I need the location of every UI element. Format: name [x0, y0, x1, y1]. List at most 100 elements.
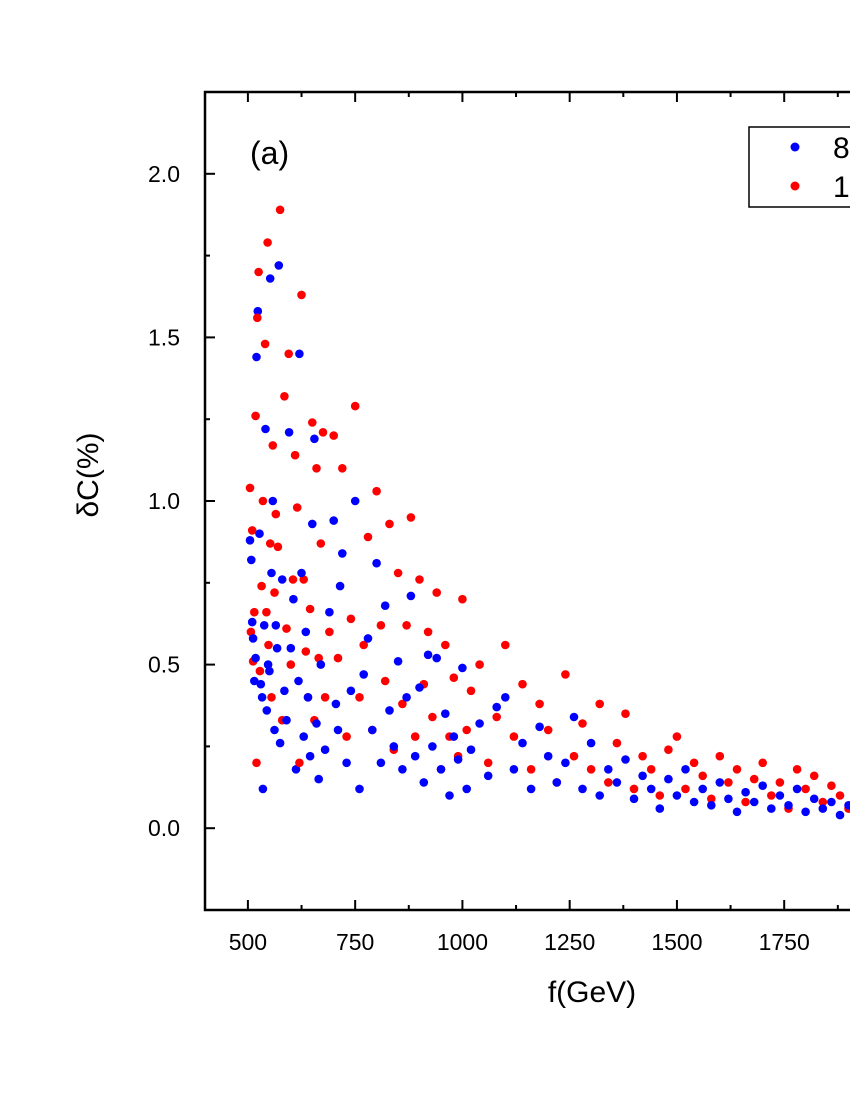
data-point-series-1 — [274, 261, 284, 270]
data-point-series-1 — [483, 771, 493, 781]
data-point-series-2 — [586, 765, 596, 774]
data-point-series-1 — [689, 797, 699, 807]
data-point-series-1 — [604, 765, 613, 774]
data-point-series-1 — [398, 765, 407, 774]
data-point-series-1 — [385, 706, 394, 715]
data-point-series-2 — [284, 349, 294, 359]
data-point-series-2 — [681, 784, 690, 794]
data-point-series-2 — [342, 732, 351, 741]
data-point-series-2 — [801, 784, 810, 794]
data-point-series-2 — [393, 568, 403, 578]
data-point-series-1 — [552, 778, 562, 787]
data-point-series-1 — [501, 693, 510, 702]
data-point-series-1 — [818, 804, 828, 813]
data-point-series-2 — [827, 781, 836, 790]
data-point-series-1 — [612, 778, 622, 787]
data-point-series-1 — [543, 751, 553, 761]
data-point-series-1 — [268, 496, 278, 506]
data-point-series-1 — [561, 758, 570, 768]
data-point-series-1 — [621, 755, 630, 764]
data-point-series-1 — [355, 784, 364, 794]
data-point-series-1 — [255, 529, 264, 538]
data-point-series-2 — [297, 290, 306, 300]
data-point-series-2 — [492, 712, 502, 722]
data-point-series-2 — [255, 666, 265, 676]
data-point-series-2 — [835, 791, 845, 800]
data-point-series-1 — [441, 709, 450, 718]
data-point-series-2 — [466, 686, 476, 696]
data-point-series-1 — [749, 797, 759, 807]
data-point-series-2 — [707, 794, 716, 804]
data-point-series-1 — [314, 774, 324, 784]
data-point-series-1 — [767, 804, 776, 813]
data-point-series-2 — [346, 614, 356, 624]
data-point-series-1 — [256, 679, 266, 689]
data-point-series-2 — [406, 513, 416, 522]
data-point-series-1 — [436, 765, 446, 774]
x-axis-title: f(GeV) — [548, 976, 636, 1009]
data-point-series-1 — [275, 738, 285, 748]
data-point-series-2 — [749, 774, 759, 784]
x-tick-label: 1500 — [651, 929, 702, 955]
data-point-series-1 — [569, 712, 579, 722]
data-point-series-1 — [333, 725, 343, 735]
x-tick-label: 1250 — [544, 929, 595, 955]
data-point-series-1 — [453, 755, 463, 764]
data-point-series-2 — [292, 503, 302, 512]
data-point-series-1 — [301, 627, 311, 637]
data-point-series-2 — [280, 392, 289, 401]
data-point-series-1 — [308, 519, 317, 529]
data-point-series-2 — [251, 411, 260, 421]
data-point-series-2 — [262, 607, 271, 617]
data-point-series-1 — [368, 725, 377, 735]
data-point-series-1 — [310, 434, 319, 444]
data-point-series-1 — [707, 801, 716, 810]
y-tick-label: 0.5 — [148, 652, 180, 678]
data-point-series-1 — [289, 594, 298, 604]
data-point-series-1 — [475, 719, 484, 728]
data-point-series-2 — [246, 627, 256, 637]
data-point-series-2 — [270, 588, 279, 597]
data-point-series-1 — [402, 693, 411, 702]
data-point-series-1 — [342, 758, 351, 768]
data-point-series-2 — [299, 575, 309, 584]
data-point-series-1 — [466, 745, 476, 754]
legend: 81 — [748, 126, 850, 208]
data-point-series-1 — [646, 784, 656, 794]
data-point-series-1 — [419, 778, 429, 787]
data-point-series-2 — [646, 765, 656, 774]
data-point-series-2 — [410, 732, 420, 741]
x-tick-label: 750 — [336, 929, 374, 955]
data-point-series-2 — [252, 758, 261, 768]
data-point-series-1 — [359, 670, 369, 679]
data-point-series-1 — [835, 810, 845, 820]
data-point-series-2 — [775, 778, 785, 787]
data-point-series-1 — [449, 732, 459, 741]
data-point-series-2 — [263, 238, 272, 247]
data-point-series-1 — [259, 621, 269, 630]
data-point-series-1 — [284, 428, 294, 437]
data-point-series-2 — [629, 784, 639, 794]
data-point-series-2 — [501, 640, 510, 650]
y-tick-label: 2.0 — [148, 161, 180, 187]
data-point-series-2 — [423, 627, 433, 637]
data-point-series-1 — [350, 496, 360, 506]
data-point-series-2 — [268, 441, 278, 450]
data-point-series-1 — [338, 549, 347, 558]
data-point-series-1 — [331, 699, 341, 709]
data-point-series-1 — [277, 575, 287, 584]
data-point-series-2 — [428, 712, 437, 722]
x-tick-label: 500 — [229, 929, 267, 955]
data-point-series-1 — [267, 568, 276, 578]
data-point-series-1 — [245, 536, 255, 545]
data-point-series-1 — [415, 683, 424, 692]
data-point-series-2 — [385, 519, 394, 529]
data-point-series-2 — [318, 428, 328, 437]
data-point-series-1 — [724, 794, 733, 804]
data-point-series-2 — [595, 699, 604, 709]
data-point-series-2 — [301, 647, 311, 656]
data-point-series-2 — [809, 771, 819, 781]
data-point-series-2 — [432, 588, 442, 597]
data-point-series-1 — [335, 581, 345, 591]
y-tick-label: 1.5 — [148, 324, 180, 350]
